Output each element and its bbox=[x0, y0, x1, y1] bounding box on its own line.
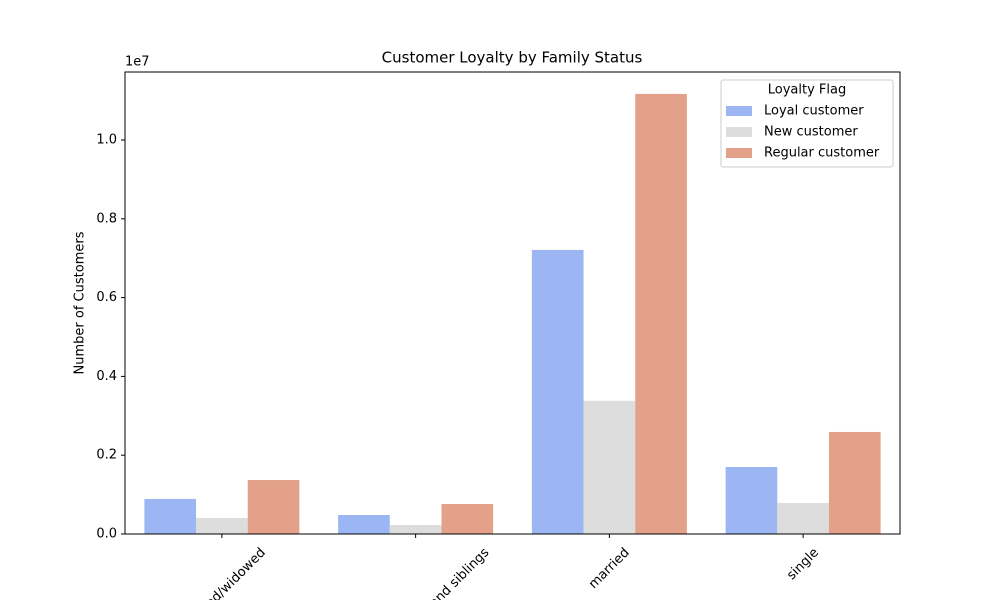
axes-frame bbox=[124, 71, 901, 535]
y-tick-label: 1.0 bbox=[96, 133, 117, 148]
y-tick-label: 0.2 bbox=[96, 448, 117, 463]
bar bbox=[144, 498, 197, 534]
y-tick-label: 0.4 bbox=[96, 369, 117, 384]
y-tick-label: 0.8 bbox=[96, 211, 117, 226]
bar bbox=[828, 431, 881, 534]
legend-swatch bbox=[726, 106, 752, 116]
y-tick-label: 0.0 bbox=[96, 527, 117, 542]
y-axis-label: Number of Customers bbox=[73, 231, 88, 374]
bar bbox=[531, 249, 584, 534]
legend-box bbox=[720, 79, 894, 168]
legend-title: Loyalty Flag bbox=[768, 83, 846, 98]
bar bbox=[389, 525, 442, 534]
bar bbox=[338, 515, 390, 534]
bar bbox=[441, 504, 494, 534]
legend-label: Regular customer bbox=[764, 146, 880, 161]
y-offset-label: 1e7 bbox=[125, 55, 150, 70]
bar bbox=[583, 400, 636, 534]
bar bbox=[635, 93, 687, 534]
legend-label: Loyal customer bbox=[764, 104, 864, 119]
legend-swatch bbox=[726, 127, 752, 137]
y-tick-label: 0.6 bbox=[96, 290, 117, 305]
bar bbox=[777, 502, 829, 534]
bar bbox=[196, 518, 248, 534]
bar bbox=[725, 467, 778, 534]
chart-title: Customer Loyalty by Family Status bbox=[382, 49, 643, 67]
bar bbox=[247, 480, 300, 534]
legend-label: New customer bbox=[764, 125, 858, 140]
legend-swatch bbox=[726, 148, 752, 158]
legend: Loyalty Flag Loyal customer New customer Re… bbox=[720, 79, 894, 168]
